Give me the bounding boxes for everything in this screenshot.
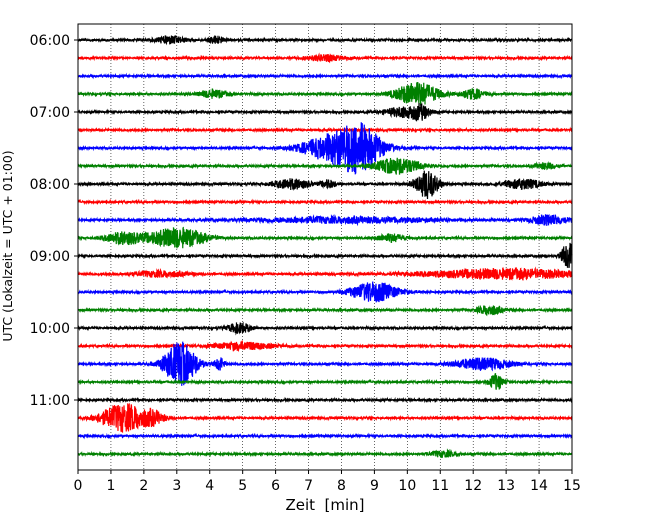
x-tick-label: 14 xyxy=(530,478,548,494)
x-tick-label: 8 xyxy=(337,478,346,494)
trace-line xyxy=(77,340,573,353)
trace-line xyxy=(77,122,573,175)
x-tick-label: 7 xyxy=(304,478,313,494)
x-tick-label: 3 xyxy=(172,478,181,494)
trace-line xyxy=(77,373,573,390)
x-tick-label: 10 xyxy=(398,478,416,494)
x-tick-label: 2 xyxy=(139,478,148,494)
trace-line xyxy=(77,304,573,317)
x-tick-label: 12 xyxy=(464,478,482,494)
x-tick-label: 4 xyxy=(205,478,214,494)
trace-line xyxy=(77,321,573,336)
y-tick-label: 10:00 xyxy=(30,321,70,337)
trace-line xyxy=(77,52,573,64)
trace-line xyxy=(77,81,573,106)
trace-line xyxy=(77,102,573,122)
x-tick-label: 5 xyxy=(238,478,247,494)
x-tick-label: 1 xyxy=(106,478,115,494)
trace-line xyxy=(77,198,573,206)
trace-group xyxy=(77,35,573,458)
trace-line xyxy=(77,266,573,281)
trace-line xyxy=(77,341,573,386)
plot-background xyxy=(78,24,572,470)
trace-line xyxy=(77,242,573,269)
x-tick-label: 13 xyxy=(497,478,515,494)
x-tick-label: 6 xyxy=(271,478,280,494)
x-tick-label: 9 xyxy=(370,478,379,494)
y-tick-label: 07:00 xyxy=(30,105,70,121)
x-tick-label: 11 xyxy=(431,478,449,494)
trace-line xyxy=(77,281,573,303)
trace-line xyxy=(77,126,573,134)
trace-line xyxy=(77,226,573,249)
y-tick-label: 08:00 xyxy=(30,177,70,193)
trace-line xyxy=(77,170,573,199)
trace-line xyxy=(77,157,573,175)
y-axis: 06:00 07:00 08:00 09:00 10:00 11:00 xyxy=(30,33,78,409)
y-tick-label: 09:00 xyxy=(30,249,70,265)
y-tick-label: 11:00 xyxy=(30,393,70,409)
trace-line xyxy=(77,432,573,440)
trace-line xyxy=(77,402,573,433)
trace-line xyxy=(77,72,573,80)
y-axis-label: UTC (Lokalzeit = UTC + 01:00) xyxy=(0,150,15,341)
x-axis-label: Zeit [min] xyxy=(285,496,364,514)
y-tick-label: 06:00 xyxy=(30,33,70,49)
trace-line xyxy=(77,213,573,227)
x-tick-label: 0 xyxy=(74,478,83,494)
trace-line xyxy=(77,396,573,404)
x-tick-label: 15 xyxy=(563,478,581,494)
plot-frame xyxy=(77,23,573,471)
trace-line xyxy=(77,448,573,458)
x-axis: 0 1 2 3 4 5 6 7 8 9 10 11 12 13 14 15 xyxy=(74,470,581,494)
trace-line xyxy=(77,35,573,46)
